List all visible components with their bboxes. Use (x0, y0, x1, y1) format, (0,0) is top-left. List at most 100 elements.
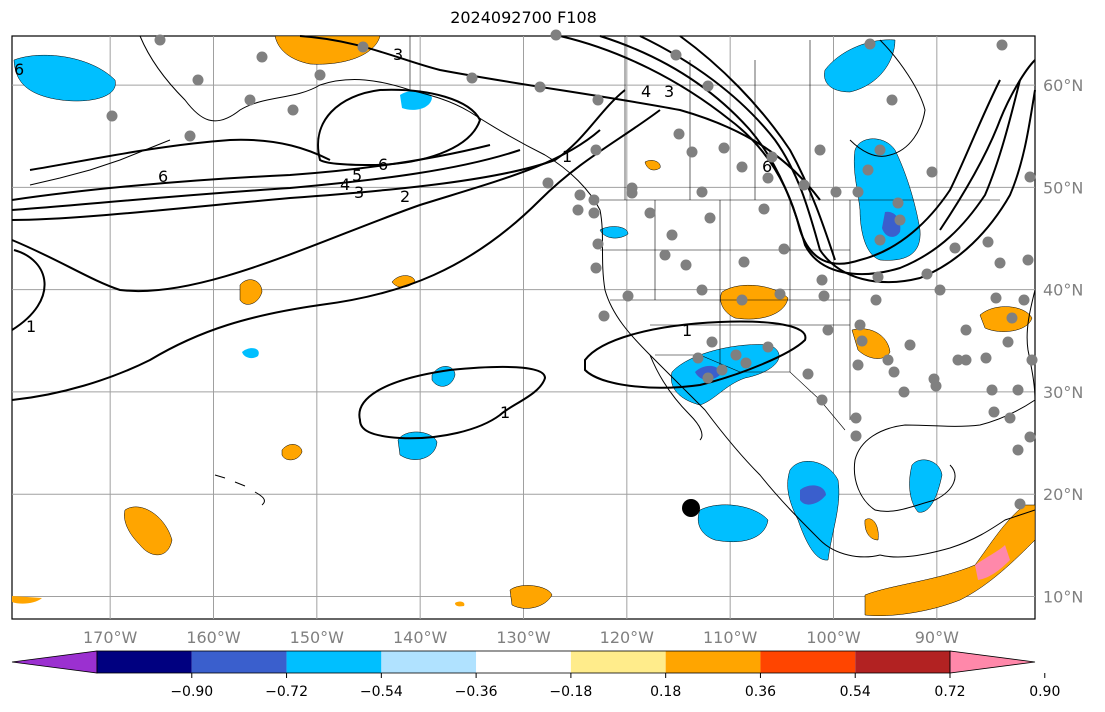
contour-label: 4 (340, 175, 350, 194)
contour-labels: 6 6 3 4 3 6 5 4 3 2 1 6 1 1 1 (14, 45, 772, 422)
coast-baja (649, 354, 703, 441)
contour-2 (11, 129, 601, 293)
station-marker (816, 274, 828, 286)
contour-trough-4 (679, 35, 836, 261)
shade-blue-gulf-mexico (909, 459, 943, 513)
contour-label: 6 (762, 157, 772, 176)
contour-5 (11, 144, 491, 201)
longitude-label: 120°W (600, 628, 655, 647)
coast-hawaii (214, 474, 265, 506)
station-marker (874, 234, 886, 246)
station-marker (680, 259, 692, 271)
station-marker (357, 41, 369, 53)
station-marker (626, 187, 638, 199)
station-marker (850, 412, 862, 424)
station-marker (1004, 412, 1016, 424)
coastlines (29, 35, 1036, 558)
station-marker (774, 288, 786, 300)
shade-orange-pacific-tiny (455, 601, 465, 607)
shade-orange-mexico-east (864, 518, 879, 541)
station-marker (702, 372, 714, 384)
station-marker (592, 238, 604, 250)
station-marker (740, 357, 752, 369)
shade-orange-alaska (274, 35, 381, 65)
station-marker (926, 166, 938, 178)
station-marker (1018, 294, 1030, 306)
shade-blue-mexico (787, 461, 840, 561)
shade-blue-hudson (824, 39, 896, 93)
contour-label: 6 (14, 60, 24, 79)
colorbar-tick-label: 0.90 (1029, 684, 1060, 700)
station-marker (894, 214, 906, 226)
station-marker (1006, 312, 1018, 324)
map-title: 2024092700 F108 (450, 8, 597, 27)
contour-label: 5 (352, 166, 362, 185)
station-marker (244, 94, 256, 106)
contour-1-southwest (584, 320, 807, 389)
coast-alaska (139, 35, 546, 156)
station-marker (850, 430, 862, 442)
contour-trough-1 (559, 35, 1001, 265)
longitude-label: 160°W (186, 628, 241, 647)
contour-label: 1 (500, 403, 510, 422)
contour-1-main (11, 109, 661, 401)
contour-trough-3 (639, 35, 1036, 284)
station-marker (852, 186, 864, 198)
station-marker (1022, 254, 1034, 266)
shade-blue-oregon (599, 226, 629, 239)
station-marker (1012, 444, 1024, 456)
station-marker (692, 352, 704, 364)
station-marker (696, 186, 708, 198)
station-marker (550, 29, 562, 41)
station-marker (982, 236, 994, 248)
shade-orange-pacific-1 (239, 279, 263, 305)
colorbar-segment (476, 651, 571, 673)
station-marker (1024, 431, 1036, 443)
shade-orange-canada (644, 160, 661, 171)
station-marker (572, 204, 584, 216)
shade-blue-mexico-pacific (697, 504, 769, 543)
station-marker (960, 324, 972, 336)
station-marker (1002, 336, 1014, 348)
station-marker (816, 394, 828, 406)
station-marker (696, 284, 708, 296)
contour-label: 1 (26, 317, 36, 336)
station-marker (798, 179, 810, 191)
station-marker (590, 262, 602, 274)
colorbar-segment (381, 651, 477, 673)
station-marker (184, 130, 196, 142)
station-marker (856, 335, 868, 347)
station-marker (644, 207, 656, 219)
station-marker (930, 380, 942, 392)
station-marker (106, 110, 118, 122)
station-marker (822, 324, 834, 336)
colorbar-tick-label: 0.36 (745, 684, 776, 700)
colorbar-segment (760, 651, 856, 673)
station-marker (659, 249, 671, 261)
colorbar-extend-high (949, 650, 1036, 674)
storm-marker (682, 499, 700, 517)
border-canada-provinces (624, 36, 811, 200)
colorbar-tick-label: −0.54 (360, 684, 403, 700)
colorbar-segment (665, 651, 761, 673)
colorbar: −0.90 −0.72 −0.54 −0.36 −0.18 0.18 0.36 0.54 0.7… (11, 650, 1060, 700)
station-marker (598, 310, 610, 322)
contour-label: 3 (664, 82, 674, 101)
station-marker (934, 284, 946, 296)
colorbar-segment (570, 651, 666, 673)
contour-4 (11, 149, 521, 211)
station-marker (960, 354, 972, 366)
colorbar-tick-label: 0.72 (934, 684, 965, 700)
colorbar-tick-label: −0.72 (265, 684, 308, 700)
colorbar-tick-label: 0.18 (650, 684, 681, 700)
contour-label: 3 (354, 183, 364, 202)
station-marker (588, 194, 600, 206)
latitude-label: 40°N (1043, 281, 1083, 300)
station-marker (980, 352, 992, 364)
colorbar-tick-label: −0.36 (455, 684, 498, 700)
station-marker (864, 38, 876, 50)
longitude-label: 110°W (703, 628, 758, 647)
station-marker (888, 366, 900, 378)
station-marker (256, 51, 268, 63)
